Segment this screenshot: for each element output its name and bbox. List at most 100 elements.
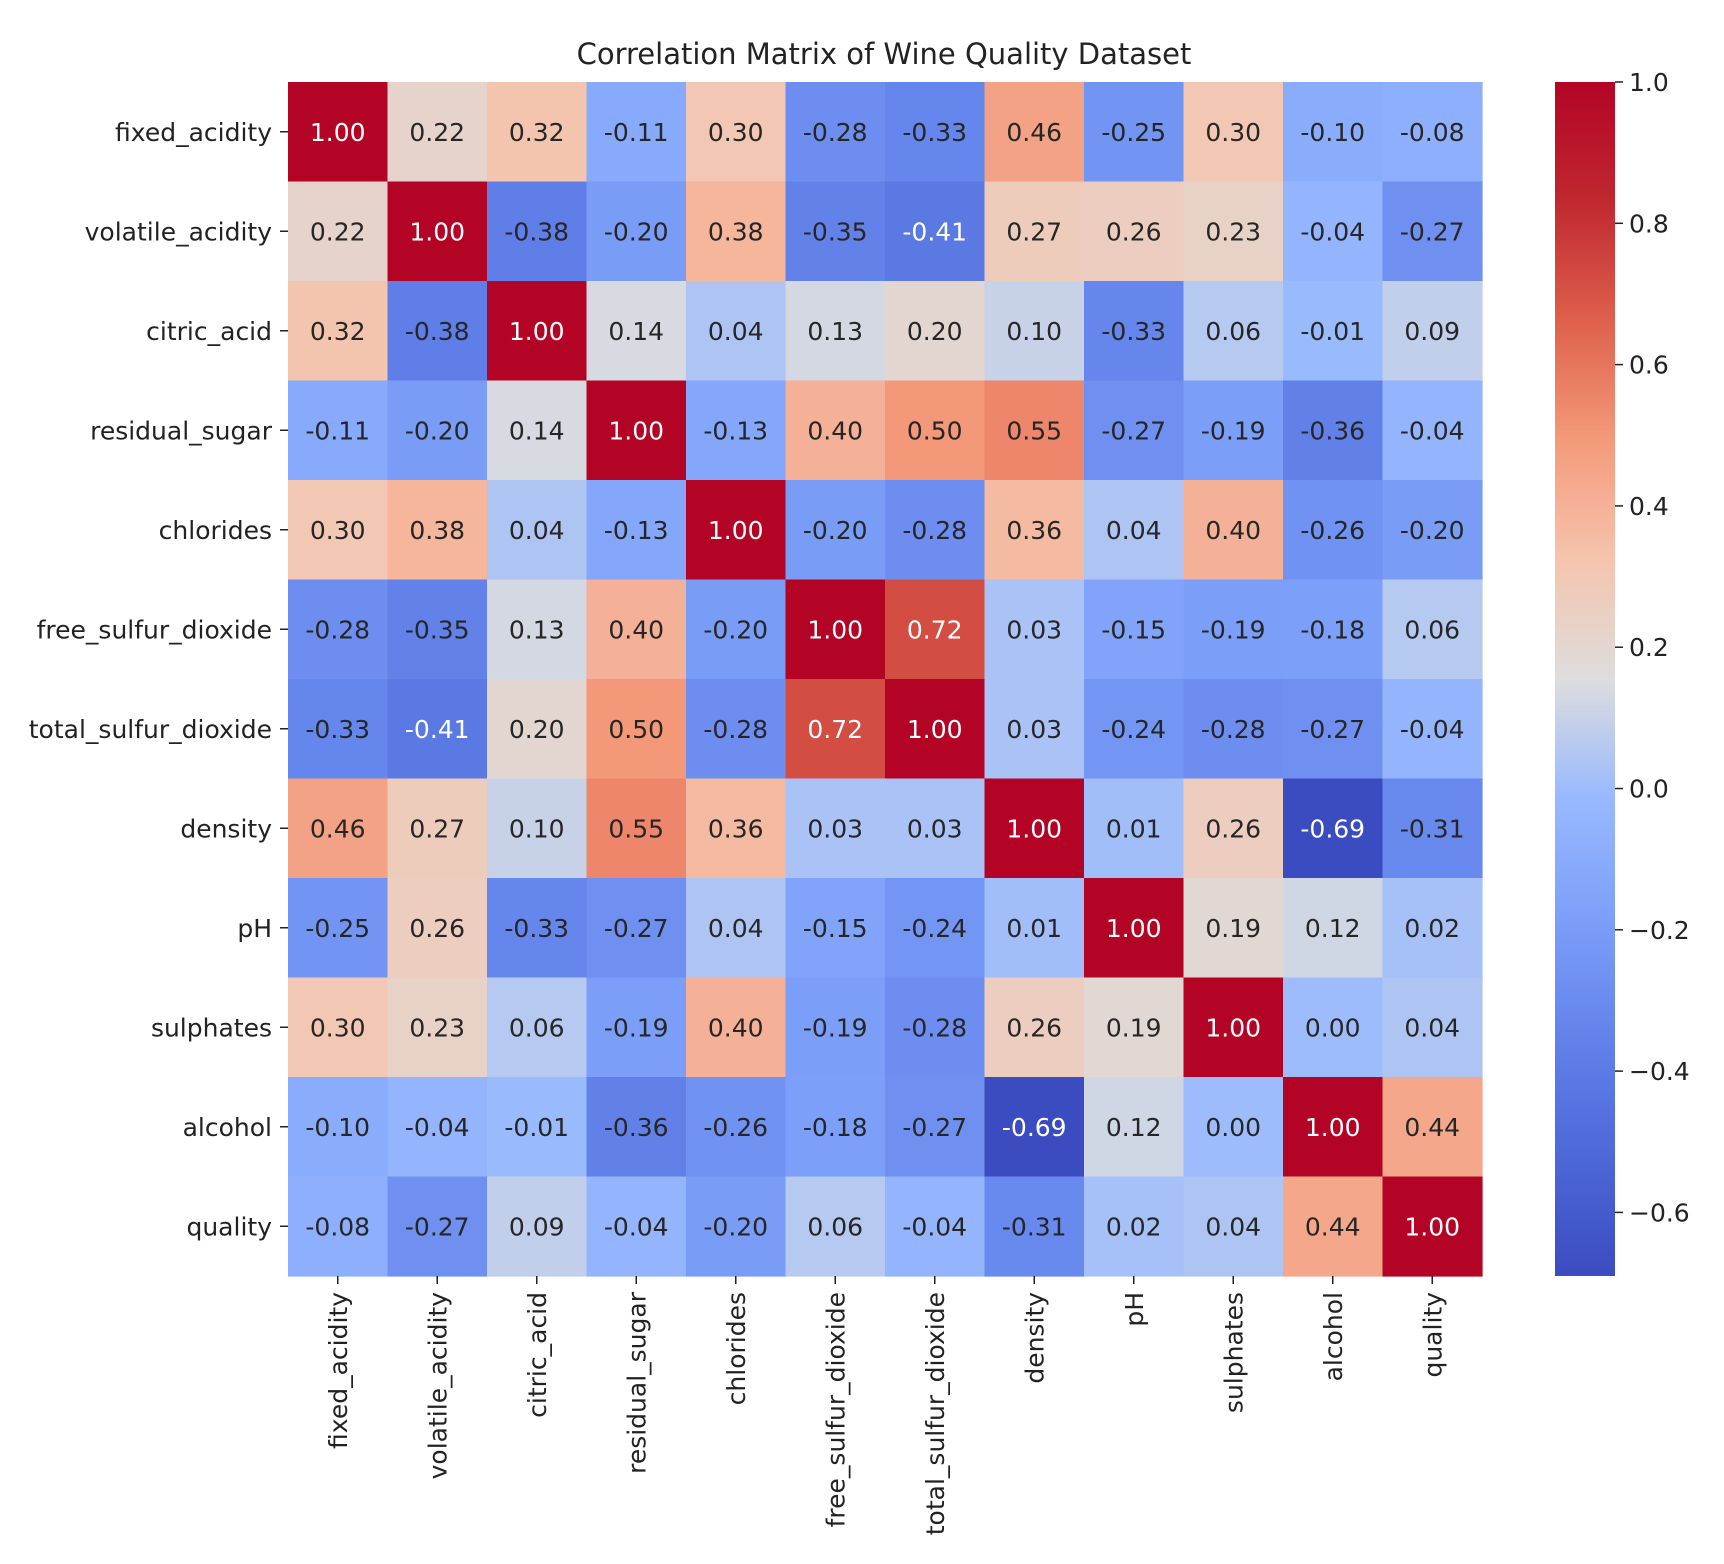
heatmap-cell-chlorides-residual_sugar	[586, 480, 687, 581]
heatmap-cell-free_sulfur_dioxide-pH	[1084, 579, 1185, 680]
y-tick-label: residual_sugar	[90, 416, 273, 445]
cell-annotation: 0.36	[1006, 516, 1062, 545]
y-tick-label: total_sulfur_dioxide	[29, 715, 272, 744]
heatmap-cell-density-chlorides	[686, 778, 787, 879]
colorbar	[1555, 82, 1615, 1276]
heatmap-cell-pH-density	[984, 878, 1085, 979]
heatmap-cell-residual_sugar-volatile_acidity	[387, 380, 488, 481]
heatmap-cell-sulphates-quality	[1382, 977, 1483, 1078]
heatmap-cell-free_sulfur_dioxide-total_sulfur_dioxide	[885, 579, 986, 680]
cell-annotation: 0.06	[807, 1212, 863, 1241]
cell-annotation: -0.20	[803, 516, 868, 545]
heatmap-cell-sulphates-total_sulfur_dioxide	[885, 977, 986, 1078]
cell-annotation: 0.03	[1006, 615, 1062, 644]
cell-annotation: -0.19	[604, 1013, 669, 1042]
colorbar-tick-label: −0.6	[1629, 1198, 1690, 1227]
y-tick-label: sulphates	[151, 1013, 272, 1042]
heatmap-cell-density-fixed_acidity	[288, 778, 389, 879]
heatmap-cell-residual_sugar-total_sulfur_dioxide	[885, 380, 986, 481]
heatmap-cell-quality-alcohol	[1283, 1176, 1384, 1277]
cell-annotation: 0.04	[1404, 1013, 1460, 1042]
heatmap-cell-volatile_acidity-density	[984, 181, 1085, 282]
cell-annotation: 0.40	[608, 615, 664, 644]
colorbar-tick-label: 1.0	[1629, 68, 1669, 97]
heatmap-cell-quality-total_sulfur_dioxide	[885, 1176, 986, 1277]
cell-annotation: 0.38	[409, 516, 465, 545]
heatmap-cell-total_sulfur_dioxide-citric_acid	[487, 679, 588, 780]
heatmap-cell-alcohol-density	[984, 1077, 1085, 1178]
cell-annotation: 0.72	[907, 615, 963, 644]
heatmap-cell-citric_acid-sulphates	[1183, 281, 1284, 382]
cell-annotation: -0.31	[1400, 814, 1465, 843]
heatmap-cell-pH-pH	[1084, 878, 1185, 979]
heatmap-cell-sulphates-free_sulfur_dioxide	[785, 977, 886, 1078]
heatmap-cell-pH-free_sulfur_dioxide	[785, 878, 886, 979]
cell-annotation: 1.00	[1006, 814, 1062, 843]
heatmap-cell-citric_acid-volatile_acidity	[387, 281, 488, 382]
heatmap-cell-citric_acid-chlorides	[686, 281, 787, 382]
cell-annotation: 0.13	[807, 317, 863, 346]
heatmap-cell-quality-free_sulfur_dioxide	[785, 1176, 886, 1277]
heatmap-cell-volatile_acidity-chlorides	[686, 181, 787, 282]
heatmap-cell-quality-chlorides	[686, 1176, 787, 1277]
cell-annotation: 0.27	[1006, 217, 1062, 246]
x-tick-label: citric_acid	[523, 1292, 552, 1418]
cell-annotation: 0.12	[1106, 1113, 1162, 1142]
cell-annotation: 0.20	[509, 715, 565, 744]
cell-annotation: -0.13	[604, 516, 669, 545]
heatmap-cell-sulphates-volatile_acidity	[387, 977, 488, 1078]
cell-annotation: -0.04	[1400, 416, 1465, 445]
heatmap-cell-alcohol-residual_sugar	[586, 1077, 687, 1178]
heatmap-cell-fixed_acidity-total_sulfur_dioxide	[885, 82, 986, 183]
heatmap-cell-sulphates-residual_sugar	[586, 977, 687, 1078]
cell-annotation: 0.40	[708, 1013, 764, 1042]
heatmap-cell-fixed_acidity-sulphates	[1183, 82, 1284, 183]
cell-annotation: 0.01	[1006, 914, 1062, 943]
heatmap-annotations: 1.00 0.22 0.32 -0.11 0.30 -0.28 -0.33 0.46 -0.25…	[305, 118, 1464, 1242]
heatmap-cell-alcohol-citric_acid	[487, 1077, 588, 1178]
x-tick-label: chlorides	[722, 1292, 751, 1405]
cell-annotation: 0.50	[907, 416, 963, 445]
heatmap-cell-citric_acid-citric_acid	[487, 281, 588, 382]
heatmap-cell-citric_acid-fixed_acidity	[288, 281, 389, 382]
colorbar-tick-label: −0.2	[1629, 916, 1690, 945]
cell-annotation: -0.01	[504, 1113, 569, 1142]
cell-annotation: 0.10	[509, 814, 565, 843]
cell-annotation: 0.04	[509, 516, 565, 545]
heatmap-cell-chlorides-pH	[1084, 480, 1185, 581]
heatmap-cell-quality-sulphates	[1183, 1176, 1284, 1277]
cell-annotation: -0.41	[405, 715, 470, 744]
heatmap-cell-quality-density	[984, 1176, 1085, 1277]
cell-annotation: 1.00	[1305, 1113, 1361, 1142]
cell-annotation: 0.10	[1006, 317, 1062, 346]
cell-annotation: -0.11	[604, 118, 669, 147]
cell-annotation: -0.28	[1201, 715, 1266, 744]
heatmap-cell-chlorides-sulphates	[1183, 480, 1284, 581]
cell-annotation: -0.20	[703, 615, 768, 644]
heatmap-cell-chlorides-free_sulfur_dioxide	[785, 480, 886, 581]
cell-annotation: 0.46	[1006, 118, 1062, 147]
cell-annotation: -0.10	[305, 1113, 370, 1142]
cell-annotation: -0.36	[1300, 416, 1365, 445]
cell-annotation: -0.11	[305, 416, 370, 445]
cell-annotation: 0.22	[409, 118, 465, 147]
cell-annotation: 0.23	[1205, 217, 1261, 246]
heatmap-cell-free_sulfur_dioxide-fixed_acidity	[288, 579, 389, 680]
y-tick-label: free_sulfur_dioxide	[37, 615, 272, 644]
cell-annotation: -0.27	[1300, 715, 1365, 744]
cell-annotation: 1.00	[708, 516, 764, 545]
heatmap-cell-free_sulfur_dioxide-chlorides	[686, 579, 787, 680]
cell-annotation: 0.00	[1205, 1113, 1261, 1142]
colorbar-tick-label: 0.0	[1629, 775, 1669, 804]
colorbar-ticks: 1.0 0.8 0.6 0.4 0.2 0.0 −0.2 −0.4 −0.6	[1615, 68, 1690, 1227]
chart-title: Correlation Matrix of Wine Quality Datas…	[577, 37, 1192, 71]
heatmap-cell-volatile_acidity-free_sulfur_dioxide	[785, 181, 886, 282]
heatmap-cell-pH-total_sulfur_dioxide	[885, 878, 986, 979]
heatmap-cell-chlorides-density	[984, 480, 1085, 581]
heatmap-cell-alcohol-total_sulfur_dioxide	[885, 1077, 986, 1178]
heatmap-cell-quality-volatile_acidity	[387, 1176, 488, 1277]
cell-annotation: -0.27	[1101, 416, 1166, 445]
cell-annotation: 0.02	[1106, 1212, 1162, 1241]
heatmap-cell-pH-fixed_acidity	[288, 878, 389, 979]
cell-annotation: -0.04	[604, 1212, 669, 1241]
